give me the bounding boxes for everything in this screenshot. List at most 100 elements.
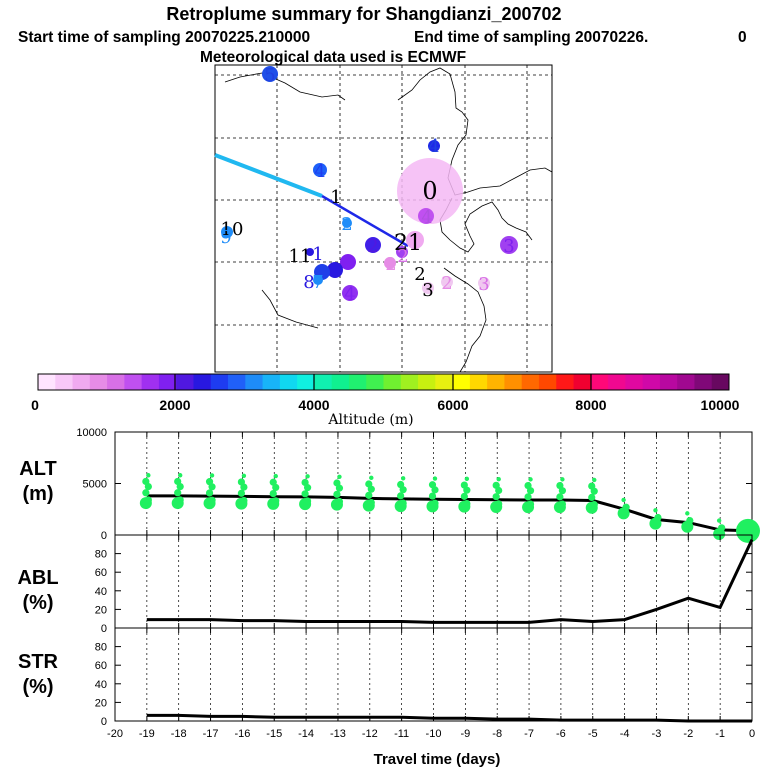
- alt-scatter-dot: [460, 492, 468, 500]
- map-day-label: 1: [312, 244, 323, 265]
- alt-scatter-dot: [335, 497, 344, 506]
- colorbar: [37, 373, 730, 391]
- y-tick-label: 20: [95, 604, 107, 616]
- map-day-label: 4: [344, 284, 355, 305]
- alt-scatter-dot: [272, 497, 280, 505]
- colorbar-swatch: [504, 374, 523, 390]
- colorbar-swatch: [297, 374, 315, 390]
- alt-scatter-dot: [621, 497, 626, 503]
- alt-scatter-dot: [146, 473, 151, 478]
- colorbar-swatch: [418, 374, 436, 390]
- y-tick-label: 20: [95, 697, 107, 709]
- str-panel-title: STR: [18, 651, 59, 673]
- alt-scatter-dot: [205, 478, 214, 486]
- alt-scatter-dot: [205, 489, 214, 497]
- alt-scatter-dot: [716, 518, 722, 523]
- map-day-label: 21: [394, 231, 422, 256]
- alt-panel: 0 5000 10000: [76, 427, 760, 543]
- colorbar-swatch: [452, 374, 471, 390]
- plume-dot: [422, 282, 434, 294]
- alt-panel-title: ALT: [19, 458, 56, 480]
- colorbar-swatch: [158, 374, 177, 390]
- abl-panel: 0 20 40 60 80: [95, 534, 754, 635]
- x-tick-label: -18: [171, 728, 187, 740]
- alt-panel-unit: (m): [22, 483, 53, 505]
- alt-scatter-dot: [428, 481, 437, 489]
- alt-scatter-dot: [528, 477, 533, 482]
- x-tick-label: -11: [394, 728, 409, 740]
- colorbar-swatch: [72, 374, 91, 390]
- plume-dot: [262, 66, 278, 82]
- start-time: Start time of sampling 20070225.210000: [18, 29, 310, 46]
- x-tick-label: -14: [298, 728, 314, 740]
- x-tick-label: -12: [362, 728, 378, 740]
- alt-scatter-dot: [718, 524, 726, 532]
- alt-scatter-dot: [209, 473, 215, 478]
- x-tick-label: 0: [749, 728, 755, 740]
- alt-scatter-dot: [301, 478, 309, 487]
- plume-dot: [340, 254, 356, 270]
- colorbar-label: Altitude (m): [327, 412, 413, 428]
- plume-dot: [418, 208, 434, 224]
- colorbar-swatch: [469, 374, 488, 390]
- alt-scatter-dot: [176, 496, 184, 504]
- str-series-line: [146, 713, 752, 723]
- colorbar-swatch: [711, 374, 730, 390]
- alt-scatter-dot: [685, 511, 690, 516]
- colorbar-swatch: [590, 374, 609, 390]
- map-day-label: 3: [422, 280, 433, 301]
- colorbar-swatch: [366, 374, 384, 390]
- alt-scatter-dot: [492, 493, 500, 501]
- colorbar-swatch: [279, 374, 298, 390]
- x-tick-label: -8: [492, 728, 502, 740]
- alt-scatter-dot: [237, 478, 245, 486]
- abl-panel-unit: (%): [22, 592, 53, 614]
- alt-scatter-dot: [428, 492, 437, 500]
- alt-scatter-dot: [524, 493, 532, 501]
- alt-scatter-dot: [654, 513, 662, 522]
- colorbar-swatch: [38, 374, 56, 390]
- alt-scatter-dot: [495, 500, 503, 508]
- alt-scatter-dot: [397, 492, 405, 500]
- alt-scatter-dot: [333, 479, 341, 487]
- alt-scatter-dot: [399, 499, 407, 507]
- alt-scatter-dot: [333, 490, 341, 498]
- alt-scatter-dot: [337, 474, 342, 480]
- plume-dot: [342, 218, 352, 228]
- colorbar-swatch: [521, 374, 540, 390]
- alt-scatter-dot: [496, 476, 501, 482]
- colorbar-swatch: [677, 374, 695, 390]
- colorbar-swatch: [331, 374, 350, 390]
- alt-scatter-dot: [269, 489, 277, 498]
- alt-scatter-dot: [558, 500, 567, 508]
- alt-scatter-dot: [365, 480, 373, 488]
- map-day-label: 2: [341, 214, 352, 235]
- alt-scatter-dot: [237, 489, 245, 497]
- colorbar-swatch: [435, 374, 453, 390]
- alt-scatter-dot: [526, 500, 535, 508]
- colorbar-swatch: [383, 374, 402, 390]
- colorbar-swatch: [107, 374, 125, 390]
- map-day-label: 2: [441, 273, 452, 294]
- end-time-suffix: 0: [738, 29, 747, 46]
- y-tick-label: 5000: [83, 479, 107, 491]
- alt-scatter-dot: [241, 473, 247, 478]
- map-day-label: 4: [314, 161, 325, 182]
- alt-series-line: [146, 494, 753, 533]
- y-tick-label: 60: [95, 567, 107, 579]
- alt-scatter-dot: [492, 481, 500, 489]
- abl-series-line: [146, 538, 754, 624]
- alt-scatter-dot: [686, 516, 694, 525]
- trajectory-segment-near: [321, 194, 409, 248]
- alt-scatter-dot: [304, 497, 312, 505]
- plume-dot: [478, 277, 490, 289]
- colorbar-swatch: [659, 374, 678, 390]
- plume-dot: [327, 262, 343, 278]
- end-time: End time of sampling 20070226.: [414, 29, 648, 46]
- plume-dot: [342, 285, 358, 301]
- map-day-label: 7: [312, 272, 323, 293]
- figure-title: Retroplume summary for Shangdianzi_20070…: [166, 4, 561, 24]
- alt-scatter-dot: [208, 496, 216, 504]
- map-day-label: 5: [264, 65, 275, 86]
